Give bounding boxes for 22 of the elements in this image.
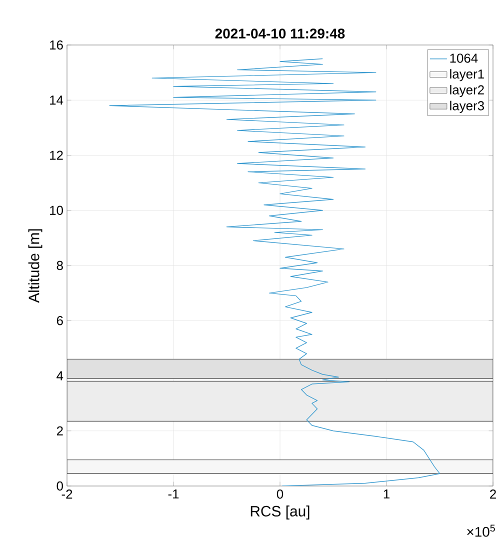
text: ×10$^{5}$: [467, 524, 495, 537]
legend-label: 1064: [450, 54, 478, 63]
y-tick-label: 2: [56, 426, 63, 436]
x-tick-label: -2: [62, 490, 72, 499]
x-tick-label: -1: [168, 490, 179, 498]
y-tick-label: 12: [50, 150, 63, 160]
x-tick-label: 2: [490, 490, 496, 499]
y-tick-label: 14: [50, 96, 64, 105]
y-tick-label: 10: [50, 206, 63, 215]
y-axis-title: Altitude [m]: [28, 229, 42, 303]
y-tick-label: 6: [56, 316, 63, 326]
y-tick-label: 0: [56, 481, 63, 491]
legend-label: layer1: [450, 69, 484, 82]
chart-title: 2021-04-10 11:29:48: [215, 28, 345, 38]
x-axis-title: RCS [au]: [250, 506, 310, 520]
x-tick-label: 0: [276, 490, 284, 499]
x-tick-label: 1: [384, 490, 390, 498]
legend-label: layer3: [450, 100, 484, 113]
y-tick-label: 8: [56, 260, 63, 270]
y-tick-label: 4: [56, 371, 64, 380]
y-tick-label: 16: [50, 40, 63, 50]
legend-label: layer2: [450, 84, 484, 98]
